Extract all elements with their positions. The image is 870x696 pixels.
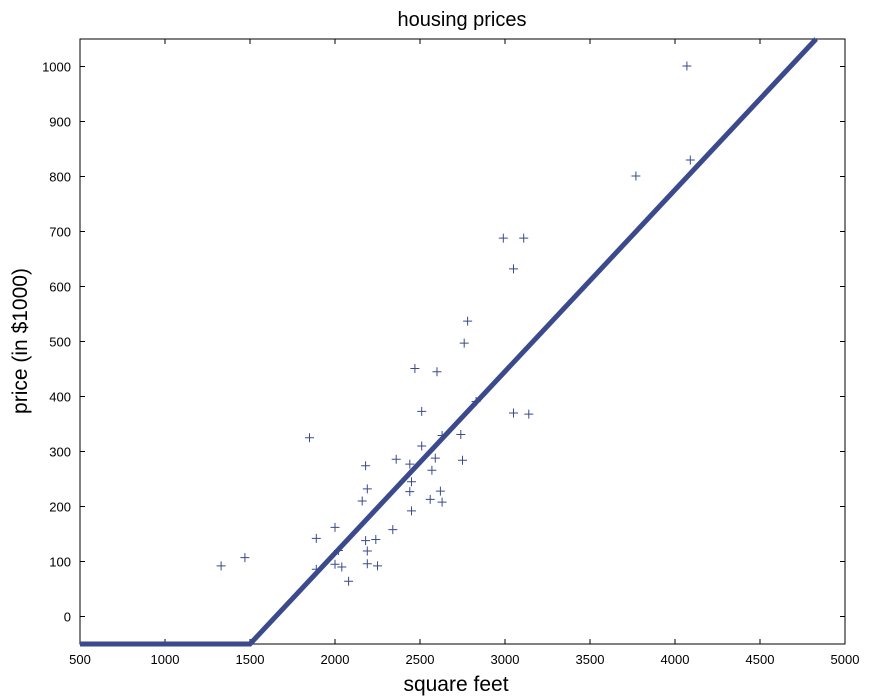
data-point	[362, 559, 372, 569]
data-point	[631, 171, 641, 181]
y-tick-label: 100	[49, 555, 71, 570]
data-point	[371, 535, 381, 544]
data-point	[361, 461, 371, 471]
data-point	[437, 431, 447, 441]
data-point	[498, 233, 508, 243]
y-tick-label: 600	[49, 280, 71, 295]
data-point	[435, 486, 445, 496]
data-point	[437, 497, 447, 507]
data-point	[405, 487, 415, 497]
data-point	[407, 506, 416, 516]
x-tick-label: 1000	[151, 652, 180, 667]
x-tick-label: 4500	[746, 652, 775, 667]
data-point	[407, 477, 416, 487]
data-point	[333, 546, 343, 555]
data-point	[357, 496, 367, 506]
data-point	[311, 564, 321, 574]
data-point	[330, 522, 340, 532]
data-point	[432, 367, 442, 377]
data-point	[471, 396, 481, 406]
data-point	[330, 559, 340, 569]
data-point	[410, 363, 420, 373]
data-point	[456, 429, 466, 439]
y-tick-label: 900	[49, 115, 71, 130]
fit-line-layer	[80, 37, 818, 647]
x-tick-label: 3500	[576, 652, 605, 667]
fit-line	[80, 37, 818, 647]
y-tick-label: 1000	[42, 60, 71, 75]
data-point	[405, 459, 415, 469]
data-point	[373, 561, 382, 571]
data-point	[458, 455, 467, 465]
x-axis-label: square feet	[403, 673, 508, 696]
data-point	[344, 576, 354, 586]
data-point	[425, 494, 435, 504]
data-points-layer	[216, 61, 695, 586]
data-point	[519, 233, 529, 243]
x-tick-label: 5000	[831, 652, 860, 667]
data-point	[391, 454, 401, 464]
data-point	[240, 553, 250, 563]
y-tick-label: 400	[49, 390, 71, 405]
chart-title: housing prices	[398, 9, 527, 31]
data-point	[305, 433, 314, 443]
y-tick-label: 0	[64, 610, 71, 625]
data-point	[509, 264, 518, 274]
data-point	[362, 546, 372, 556]
data-point	[311, 533, 321, 543]
data-point	[362, 484, 372, 494]
data-point	[388, 525, 398, 535]
x-tick-label: 2000	[321, 652, 350, 667]
x-tick-label: 3000	[491, 652, 520, 667]
x-axis: 500 1000 1500 2000 2500 3000 3500 4000 4500 5000	[69, 39, 859, 667]
y-axis: 0 100 200 300 400 500 600 700 800 900 1000	[42, 60, 845, 625]
x-tick-label: 4000	[661, 652, 690, 667]
data-point	[459, 338, 469, 348]
data-point	[509, 408, 518, 418]
data-point	[685, 155, 695, 165]
y-tick-label: 700	[49, 225, 71, 240]
data-point	[463, 316, 473, 326]
data-point	[361, 536, 371, 546]
y-axis-label: price (in $1000)	[9, 268, 32, 414]
data-point	[216, 561, 226, 571]
x-tick-label: 500	[69, 652, 91, 667]
data-point	[337, 562, 347, 572]
data-point	[430, 453, 440, 463]
data-point	[427, 465, 437, 475]
y-tick-label: 200	[49, 500, 71, 515]
x-tick-label: 2500	[406, 652, 435, 667]
y-tick-label: 300	[49, 445, 71, 460]
data-point	[682, 61, 692, 71]
data-point	[524, 409, 534, 419]
x-tick-label: 1500	[236, 652, 265, 667]
y-tick-label: 500	[49, 335, 71, 350]
y-tick-label: 800	[49, 170, 71, 185]
data-point	[417, 406, 427, 416]
data-point	[417, 441, 427, 451]
